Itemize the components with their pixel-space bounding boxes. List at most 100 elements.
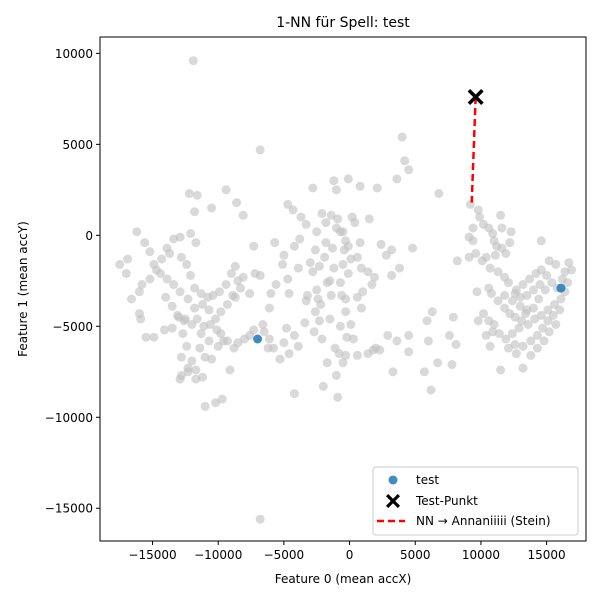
data-point (551, 320, 561, 329)
data-point (188, 56, 198, 66)
data-point (176, 352, 186, 362)
data-point (521, 309, 531, 319)
data-point (333, 214, 343, 224)
legend-label-test: test (416, 473, 439, 487)
data-point (187, 356, 197, 366)
data-point (240, 334, 249, 344)
data-point (180, 314, 190, 324)
data-point (464, 232, 474, 242)
data-point (529, 303, 538, 313)
data-point (195, 343, 205, 353)
data-point (341, 307, 351, 317)
data-point (207, 354, 217, 364)
data-point (484, 283, 494, 293)
data-point (526, 350, 536, 360)
points-layer (115, 56, 577, 524)
x-tick-label: 10000 (462, 548, 500, 562)
data-point (510, 289, 520, 298)
data-point (190, 207, 200, 217)
data-point (343, 241, 353, 251)
data-point (230, 261, 240, 271)
data-point (563, 278, 573, 288)
data-point (338, 358, 348, 368)
data-point (427, 307, 437, 317)
data-point (190, 303, 200, 313)
legend-marker-test (388, 475, 398, 485)
data-point (314, 316, 324, 326)
data-point (123, 254, 133, 264)
data-point (149, 259, 159, 269)
data-point (169, 280, 179, 289)
data-point (183, 367, 193, 377)
data-point (192, 190, 202, 200)
data-point (255, 145, 265, 155)
data-point (289, 330, 299, 340)
data-point (556, 294, 566, 304)
test-point-marker (556, 283, 566, 293)
data-point (191, 238, 201, 248)
data-point (349, 334, 358, 344)
x-tick-label: 15000 (528, 548, 566, 562)
data-point (408, 243, 418, 253)
data-point (465, 199, 475, 209)
data-point (328, 243, 337, 253)
data-point (555, 305, 565, 315)
data-point (301, 219, 311, 229)
data-point (199, 321, 209, 331)
x-tick-label: −15000 (128, 548, 176, 562)
data-point (548, 310, 558, 320)
data-point (316, 300, 326, 309)
data-point (473, 205, 483, 215)
data-point (187, 320, 197, 329)
data-point (310, 245, 320, 255)
data-point (488, 229, 498, 238)
data-point (322, 358, 332, 368)
y-tick-label: 10000 (55, 47, 93, 61)
data-point (404, 330, 414, 340)
data-point (238, 272, 248, 282)
data-point (198, 372, 207, 382)
data-point (475, 212, 485, 222)
data-point (245, 289, 255, 298)
data-point (198, 300, 207, 309)
data-point (310, 307, 320, 317)
data-point (535, 280, 545, 289)
data-point (331, 370, 341, 380)
data-point (493, 296, 503, 306)
data-point (226, 269, 236, 278)
data-point (221, 185, 231, 195)
nn-line (470, 96, 477, 203)
data-point (249, 241, 259, 251)
data-point (514, 323, 524, 333)
y-tick-label: 0 (85, 229, 93, 243)
data-point (215, 287, 224, 297)
data-point (318, 381, 328, 391)
data-point (326, 290, 336, 300)
data-point (288, 205, 298, 215)
data-point (388, 367, 398, 377)
data-point (270, 238, 280, 248)
data-point (510, 340, 520, 349)
data-point (300, 318, 310, 328)
data-point (395, 263, 404, 273)
data-point (284, 289, 294, 298)
data-point (404, 165, 414, 175)
data-point (325, 314, 335, 324)
data-point (279, 250, 289, 260)
chart-title: 1-NN für Spell: test (276, 15, 410, 31)
data-point (544, 327, 554, 337)
data-point (500, 303, 510, 313)
data-point (283, 274, 293, 284)
data-point (356, 303, 366, 313)
data-point (356, 263, 366, 273)
data-point (312, 285, 322, 295)
data-point (350, 218, 360, 228)
data-point (211, 314, 221, 324)
data-point (259, 327, 269, 337)
data-point (320, 252, 330, 262)
data-point (228, 290, 238, 300)
axes-layer: −15000 −10000 −5000 0 5000 10000 15000 −15000 −1… (45, 36, 587, 562)
data-point (387, 270, 397, 280)
data-point (346, 320, 356, 329)
data-point (216, 307, 226, 317)
